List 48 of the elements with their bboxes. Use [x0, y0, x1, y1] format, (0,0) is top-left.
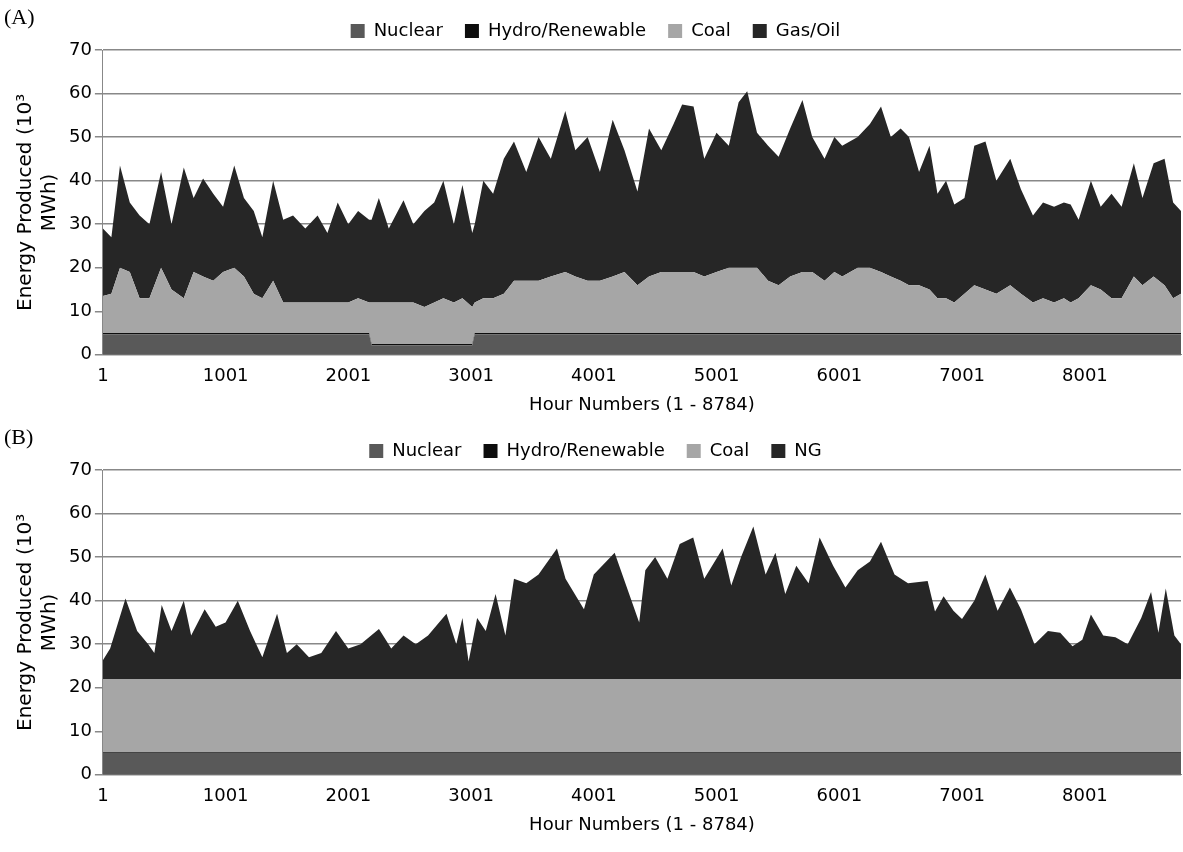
- x-tick-label: 8001: [1061, 364, 1108, 386]
- x-tick-label: 1: [97, 784, 109, 806]
- x-tick-label: 1: [97, 364, 109, 386]
- y-tick-label: 10: [69, 298, 92, 320]
- y-tick-label: 60: [69, 81, 92, 103]
- x-tick-label: 1001: [202, 364, 249, 386]
- y-tick-label: 30: [69, 631, 92, 653]
- y-tick-label: 30: [69, 211, 92, 233]
- x-tick-label: 6001: [816, 784, 863, 806]
- x-tick-label: 5001: [693, 784, 740, 806]
- legend-label: Nuclear: [373, 18, 444, 40]
- x-tick-label: 2001: [325, 784, 372, 806]
- y-tick-label: 10: [69, 718, 92, 740]
- chart-title: (B): [4, 424, 34, 450]
- y-tick-label: 20: [69, 255, 92, 277]
- legend-label: Nuclear: [392, 438, 463, 460]
- x-tick-label: 8001: [1061, 784, 1108, 806]
- legend-label: Hydro/Renewable: [506, 438, 665, 460]
- y-tick-label: 20: [69, 675, 92, 697]
- legend-label: Hydro/Renewable: [487, 18, 647, 40]
- x-tick-label: 4001: [570, 364, 617, 386]
- chart-title: (A): [4, 4, 35, 30]
- y-tick-label: 50: [69, 124, 92, 146]
- x-tick-label: 7001: [939, 364, 986, 386]
- y-tick-label: 50: [69, 544, 92, 566]
- y-tick-label: 70: [69, 457, 92, 479]
- legend-label: Coal: [709, 438, 750, 460]
- x-tick-label: 7001: [939, 784, 986, 806]
- y-axis-title: Energy Produced (10³ MWh): [12, 93, 61, 311]
- x-tick-label: 2001: [325, 364, 372, 386]
- legend-label: Gas/Oil: [775, 18, 841, 40]
- x-tick-label: 5001: [693, 364, 740, 386]
- y-tick-label: 0: [80, 762, 92, 784]
- legend-label: Coal: [691, 18, 731, 40]
- x-tick-label: 6001: [816, 364, 863, 386]
- y-tick-label: 40: [69, 588, 92, 610]
- x-tick-label: 3001: [448, 364, 495, 386]
- x-tick-label: 4001: [570, 784, 617, 806]
- x-axis-title: Hour Numbers (1 - 8784): [529, 812, 755, 834]
- y-tick-label: 60: [69, 501, 92, 523]
- x-axis-title: Hour Numbers (1 - 8784): [529, 392, 755, 414]
- x-tick-label: 3001: [448, 784, 495, 806]
- legend-label: NG: [794, 438, 822, 460]
- y-tick-label: 70: [69, 37, 92, 59]
- y-tick-label: 0: [80, 342, 92, 364]
- y-axis-title: Energy Produced (10³ MWh): [12, 513, 61, 731]
- y-tick-label: 40: [69, 168, 92, 190]
- x-tick-label: 1001: [202, 784, 249, 806]
